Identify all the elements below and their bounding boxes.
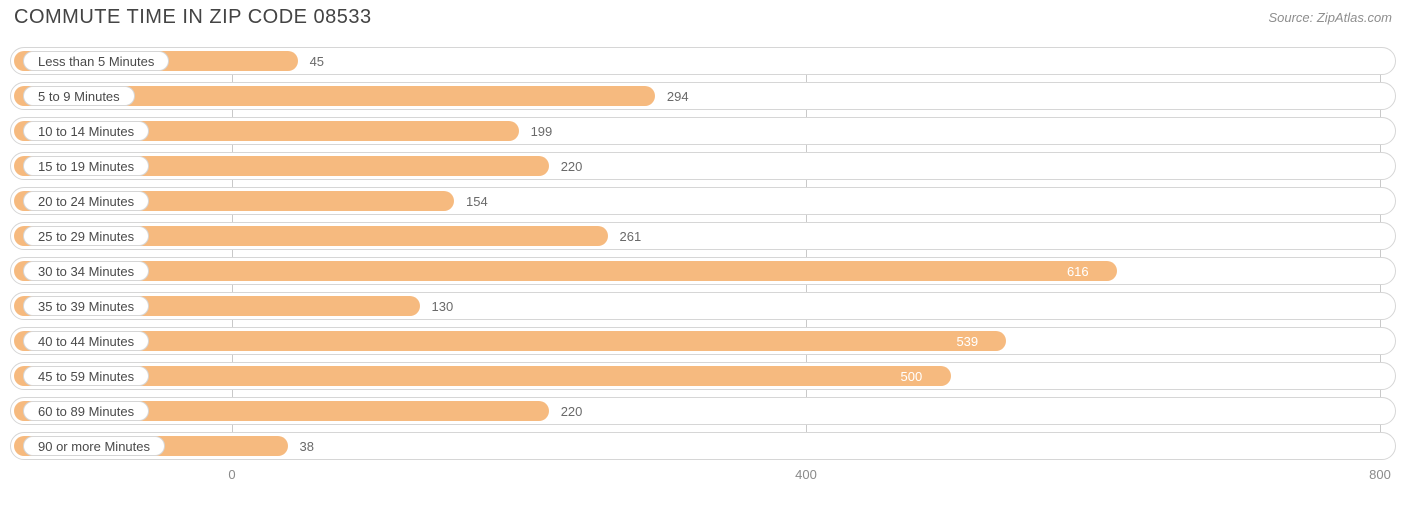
value-label: 130 [432, 293, 454, 319]
category-label: 20 to 24 Minutes [23, 191, 149, 211]
bar-row: 40 to 44 Minutes 539 [10, 327, 1396, 355]
bar-row: 25 to 29 Minutes 261 [10, 222, 1396, 250]
value-label: 38 [300, 433, 314, 459]
chart-source: Source: ZipAtlas.com [1268, 6, 1392, 25]
axis-tick-label: 800 [1369, 467, 1391, 482]
value-label: 539 [956, 328, 978, 354]
bar-row: 45 to 59 Minutes 500 [10, 362, 1396, 390]
category-label: 45 to 59 Minutes [23, 366, 149, 386]
category-label: Less than 5 Minutes [23, 51, 169, 71]
category-label: 15 to 19 Minutes [23, 156, 149, 176]
bar-row: 30 to 34 Minutes 616 [10, 257, 1396, 285]
category-label: 5 to 9 Minutes [23, 86, 135, 106]
category-label: 30 to 34 Minutes [23, 261, 149, 281]
value-label: 220 [561, 153, 583, 179]
bar-row: 10 to 14 Minutes 199 [10, 117, 1396, 145]
value-label: 261 [620, 223, 642, 249]
category-label: 40 to 44 Minutes [23, 331, 149, 351]
bar-row: 90 or more Minutes 38 [10, 432, 1396, 460]
bar-row: Less than 5 Minutes 45 [10, 47, 1396, 75]
chart-area: Less than 5 Minutes 45 5 to 9 Minutes 294 10… [10, 47, 1396, 460]
value-label: 294 [667, 83, 689, 109]
chart-header: COMMUTE TIME IN ZIP CODE 08533 Source: Z… [0, 0, 1406, 29]
bar-row: 20 to 24 Minutes 154 [10, 187, 1396, 215]
bar-row: 15 to 19 Minutes 220 [10, 152, 1396, 180]
chart-rows: Less than 5 Minutes 45 5 to 9 Minutes 294 10… [10, 47, 1396, 460]
category-label: 10 to 14 Minutes [23, 121, 149, 141]
bar-row: 60 to 89 Minutes 220 [10, 397, 1396, 425]
bar-row: 5 to 9 Minutes 294 [10, 82, 1396, 110]
value-label: 616 [1067, 258, 1089, 284]
axis-tick-label: 400 [795, 467, 817, 482]
category-label: 60 to 89 Minutes [23, 401, 149, 421]
category-label: 25 to 29 Minutes [23, 226, 149, 246]
chart-title: COMMUTE TIME IN ZIP CODE 08533 [14, 6, 372, 29]
axis-tick-label: 0 [228, 467, 235, 482]
value-label: 45 [310, 48, 324, 74]
category-label: 90 or more Minutes [23, 436, 165, 456]
bar [14, 366, 951, 386]
category-label: 35 to 39 Minutes [23, 296, 149, 316]
bar [14, 331, 1006, 351]
value-label: 500 [901, 363, 923, 389]
value-label: 154 [466, 188, 488, 214]
bar-row: 35 to 39 Minutes 130 [10, 292, 1396, 320]
x-axis: 0 400 800 [10, 467, 1396, 489]
bar [14, 261, 1117, 281]
value-label: 199 [531, 118, 553, 144]
value-label: 220 [561, 398, 583, 424]
